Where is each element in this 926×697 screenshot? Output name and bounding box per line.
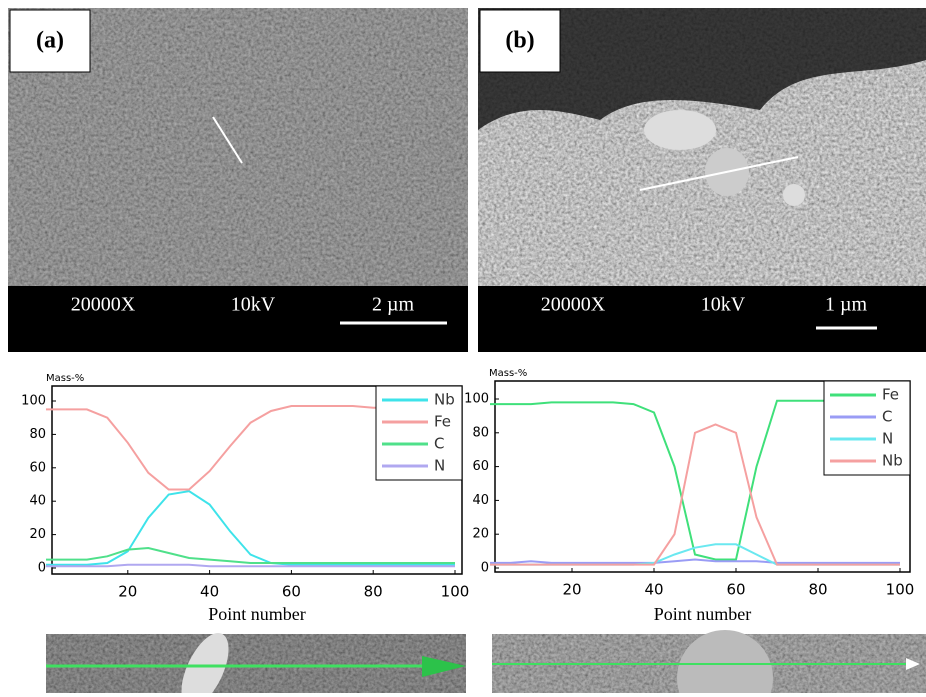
y-tick-label: 60 <box>472 459 489 474</box>
y-tick-label: 0 <box>38 561 46 576</box>
legend-label: C <box>882 408 892 426</box>
legend-label: Nb <box>434 391 455 409</box>
voltage: 10kV <box>231 294 276 316</box>
x-tick-label: 100 <box>886 581 915 599</box>
legend-label: Fe <box>434 413 451 431</box>
x-axis-label: Point number <box>208 604 306 624</box>
y-tick-label: 80 <box>29 427 46 442</box>
x-tick-label: 80 <box>364 583 383 601</box>
legend-label: N <box>434 457 445 475</box>
legend-label: Fe <box>882 386 899 404</box>
scan-strip-b <box>492 630 926 693</box>
scale-bar-label: 2 µm <box>372 294 415 316</box>
y-tick-label: 40 <box>472 493 489 508</box>
y-tick-label: 60 <box>29 460 46 475</box>
y-tick-label: 20 <box>29 527 46 542</box>
voltage: 10kV <box>701 294 746 316</box>
figure: (a) 20000X 10kV 2 µm (b) 20000X 10kV 1 µm Mass-%… <box>0 0 926 693</box>
data-line <box>490 560 900 563</box>
y-tick-label: 80 <box>472 425 489 440</box>
x-tick-label: 20 <box>562 581 581 599</box>
x-axis-label: Point number <box>654 604 752 624</box>
x-tick-label: 80 <box>808 581 827 599</box>
legend-label: Nb <box>882 452 903 470</box>
y-tick-label: 40 <box>29 494 46 509</box>
x-tick-label: 40 <box>200 583 219 601</box>
data-line <box>46 491 455 565</box>
y-axis-label: Mass-% <box>489 368 527 379</box>
panel-label: (a) <box>36 28 64 54</box>
magnification: 20000X <box>541 294 606 316</box>
magnification: 20000X <box>71 294 136 316</box>
x-tick-label: 100 <box>441 583 470 601</box>
y-tick-label: 20 <box>472 527 489 542</box>
legend-label: C <box>434 435 444 453</box>
x-tick-label: 40 <box>644 581 663 599</box>
x-tick-label: 60 <box>726 581 745 599</box>
scan-strip-a <box>46 626 466 693</box>
x-tick-label: 60 <box>282 583 301 601</box>
y-tick-label: 100 <box>21 394 46 409</box>
y-axis-label: Mass-% <box>46 373 84 384</box>
y-tick-label: 0 <box>481 561 489 576</box>
x-tick-label: 20 <box>118 583 137 601</box>
legend-label: N <box>882 430 893 448</box>
y-tick-label: 100 <box>464 392 489 407</box>
panel-label: (b) <box>505 28 534 54</box>
scale-bar-label: 1 µm <box>825 294 868 316</box>
